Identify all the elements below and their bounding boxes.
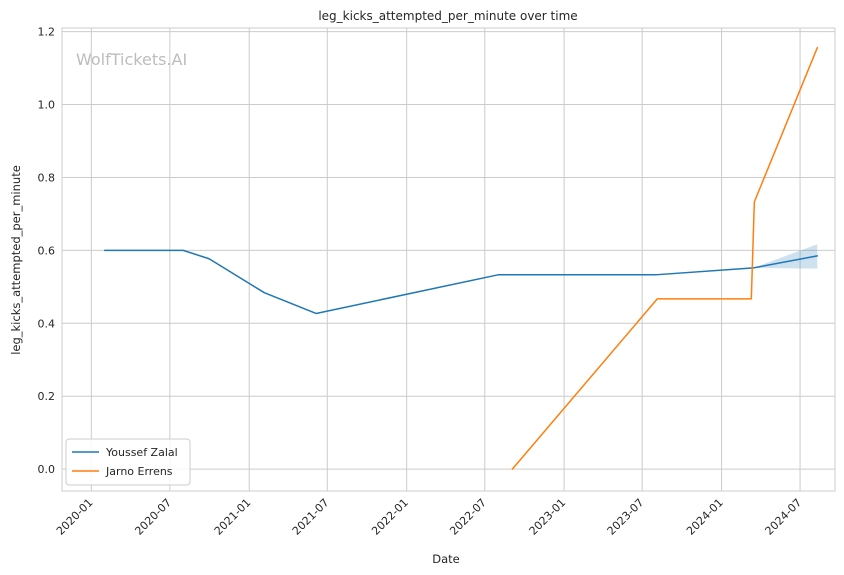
legend-label-jarno-errens: Jarno Errens (105, 465, 173, 478)
x-tick-label: 2024-07 (763, 496, 805, 538)
series-line-jarno-errens (511, 46, 819, 470)
x-tick-label: 2022-01 (369, 496, 411, 538)
y-tick-label: 0.4 (38, 317, 56, 330)
chart-title: leg_kicks_attempted_per_minute over time (318, 9, 577, 23)
x-axis-label: Date (432, 552, 460, 566)
y-tick-label: 0.2 (38, 390, 56, 403)
legend-label-youssef-zalal: Youssef Zalal (105, 446, 178, 459)
series-line-youssef-zalal (103, 249, 819, 315)
x-tick-label: 2021-01 (212, 496, 254, 538)
series-layer (103, 46, 819, 470)
x-tick-label: 2023-07 (605, 496, 647, 538)
y-axis-label: leg_kicks_attempted_per_minute (9, 165, 23, 355)
watermark: WolfTickets.AI (76, 50, 187, 69)
plot-area (61, 27, 836, 492)
confidence-band-layer (753, 244, 818, 269)
y-tick-label: 1.0 (38, 99, 56, 112)
y-tick-label: 0.6 (38, 244, 56, 257)
x-tick-label: 2023-01 (527, 496, 569, 538)
x-tick-label: 2021-07 (290, 496, 332, 538)
x-tick-label: 2020-01 (54, 496, 96, 538)
x-axis-ticks: 2020-01 2020-07 2021-01 2021-07 2022-01 2022-… (54, 496, 804, 538)
grid-lines (62, 28, 835, 491)
y-axis-ticks: 0.0 0.2 0.4 0.6 0.8 1.0 1.2 (38, 26, 56, 476)
y-tick-label: 0.8 (38, 171, 56, 184)
confidence-band-youssef-zalal (753, 244, 818, 269)
y-tick-label: 1.2 (38, 26, 56, 39)
x-tick-label: 2020-07 (132, 496, 174, 538)
y-tick-label: 0.0 (38, 463, 56, 476)
legend: Youssef Zalal Jarno Errens (65, 438, 191, 486)
x-tick-label: 2024-01 (684, 496, 726, 538)
legend-box (65, 438, 191, 486)
x-tick-label: 2022-07 (447, 496, 489, 538)
